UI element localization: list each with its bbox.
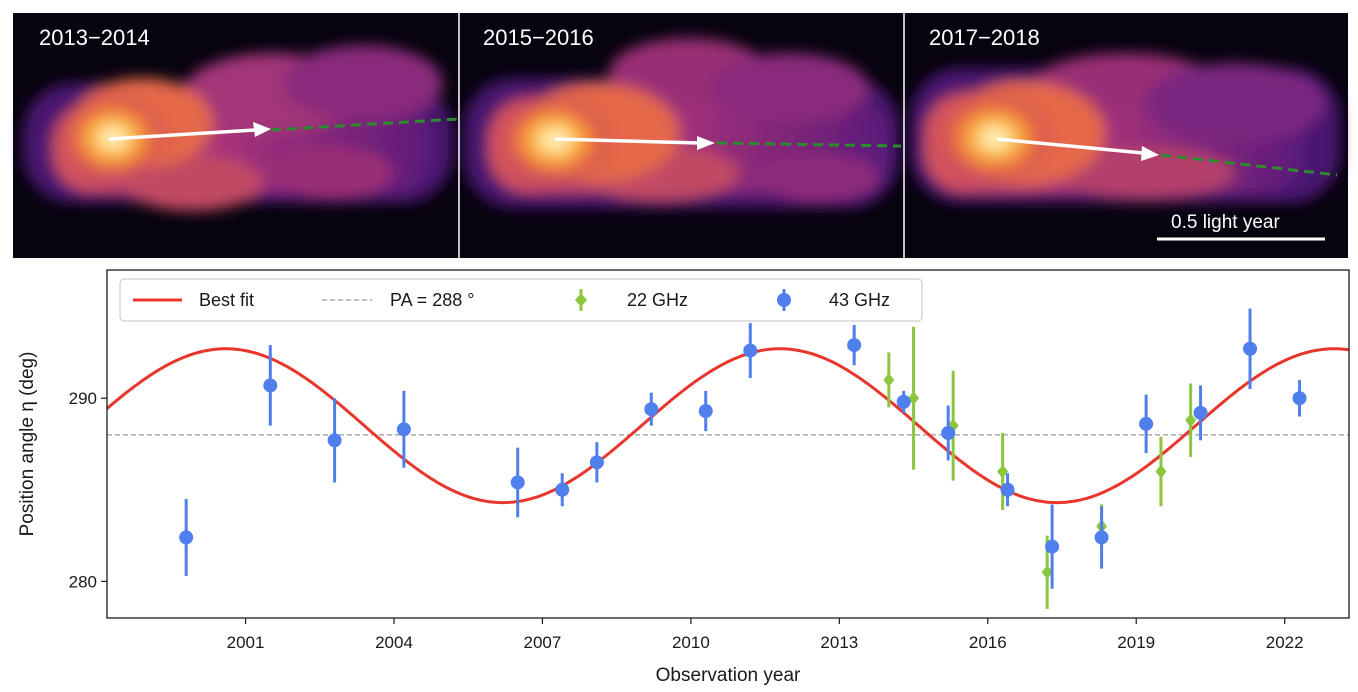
data-point-43ghz [1094,530,1109,545]
x-tick-label: 2022 [1266,633,1304,652]
data-point-43ghz [698,404,713,419]
data-point-43ghz [510,475,525,490]
legend-box [119,278,923,322]
plot-frame [106,269,1350,619]
data-point-43ghz [555,482,570,497]
data-point-43ghz [847,338,862,353]
direction-arrow-1 [108,122,271,141]
y-axis: 280 290 [69,389,107,591]
jet-panel-2: 2015−2016 [464,25,902,208]
chart: 2001 2004 2007 2010 2013 2016 2019 2022 280290 … [17,269,1350,686]
legend-22ghz-label: 22 GHz [627,290,688,310]
data-point-43ghz [743,343,758,358]
x-tick-label: 2016 [969,633,1007,652]
jet-image-panels: 2013−2014 2015−2016 [13,13,1348,258]
best-fit-curve [106,347,1350,505]
jet-emission-3 [910,53,1340,203]
legend-best-fit-label: Best fit [199,290,254,310]
x-tick-label: 2013 [820,633,858,652]
legend-22ghz-marker [575,293,587,307]
data-point-43ghz [327,433,342,448]
data-point-43ghz [1045,539,1060,554]
jet-path-line-3 [1160,153,1338,177]
legend-item-reference: PA = 288 ° [322,290,474,310]
x-tick-label: 2001 [227,633,265,652]
data-point-43ghz [179,530,194,545]
legend-reference-label: PA = 288 ° [390,290,474,310]
legend: Best fit PA = 288 ° 22 GHz 43 GHz [119,278,923,322]
legend-item-best-fit: Best fit [133,290,254,310]
data-point-22ghz [883,372,895,387]
y-tick-label: 290 [69,389,97,408]
data-point-22ghz [1185,413,1197,428]
scale-bar-label: 0.5 light year [1171,212,1280,233]
jet-panel-1: 2013−2014 [23,25,459,211]
panel-label-1: 2013−2014 [39,25,150,50]
data-point-43ghz [1000,482,1015,497]
legend-item-43ghz: 43 GHz [777,289,890,311]
jet-path-line-2 [716,141,902,148]
x-axis-label: Observation year [656,665,801,686]
data-point-43ghz [1139,416,1154,431]
x-tick-label: 2010 [672,633,710,652]
legend-item-22ghz: 22 GHz [575,289,688,311]
x-tick-label: 2004 [375,633,413,652]
data-point-43ghz [1193,405,1208,420]
y-tick-label: 280 [69,572,97,591]
data-point-43ghz [1243,341,1258,356]
data-point-22ghz [1041,565,1053,580]
x-axis: 2001 2004 2007 2010 2013 2016 2019 2022 [227,618,1304,652]
data-point-43ghz [644,402,659,417]
y-axis-label: Position angle η (deg) [17,352,38,537]
data-point-43ghz [1292,391,1307,406]
x-tick-label: 2019 [1117,633,1155,652]
panel-label-3: 2017−2018 [929,25,1040,50]
data-point-43ghz [941,426,956,441]
data-point-43ghz [896,394,911,409]
x-tick-label: 2007 [524,633,562,652]
panel-label-2: 2015−2016 [483,25,594,50]
legend-43ghz-marker [777,293,791,307]
data-series [179,308,1307,609]
direction-arrow-3 [996,137,1159,161]
data-point-22ghz [997,464,1009,479]
direction-arrow-2 [554,136,715,150]
legend-43ghz-label: 43 GHz [829,290,890,310]
data-point-43ghz [396,422,411,437]
jet-panel-3: 2017−2018 0.5 light year [910,25,1340,241]
series-22-ghz [883,326,1197,609]
series-43-ghz [179,308,1307,589]
data-point-22ghz [1155,464,1167,479]
data-point-43ghz [589,455,604,470]
data-point-43ghz [263,378,278,393]
data-point-22ghz [908,391,920,406]
